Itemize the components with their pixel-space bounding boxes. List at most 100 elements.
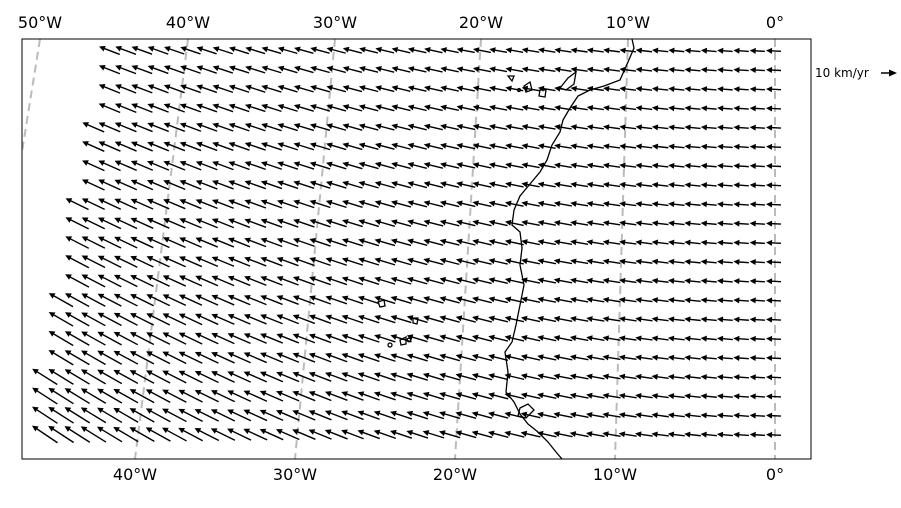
arrow-shaft: [180, 352, 203, 364]
arrow-head: [700, 124, 708, 131]
arrow-head: [48, 387, 56, 394]
arrow-shaft: [50, 369, 74, 385]
arrow-head: [538, 66, 545, 73]
arrow-head: [471, 334, 479, 341]
arrow-head: [635, 85, 642, 92]
arrow-shaft: [409, 373, 428, 381]
arrow-shaft: [132, 275, 154, 288]
arrow-head: [227, 352, 235, 358]
arrow-shaft: [181, 238, 202, 248]
arrow-head: [602, 162, 610, 169]
arrow-head: [325, 199, 333, 206]
arrow-head: [406, 372, 414, 379]
arrow-head: [667, 297, 675, 304]
arrow-shaft: [344, 335, 364, 343]
arrow-head: [162, 313, 170, 319]
arrow-head: [244, 275, 251, 282]
arrow-head: [97, 255, 105, 262]
arrow-head: [423, 334, 430, 341]
arrow-shaft: [360, 373, 380, 382]
arrow-shaft: [247, 200, 267, 209]
arrow-head: [326, 85, 333, 91]
arrow-head: [553, 258, 561, 265]
arrow-head: [668, 277, 675, 284]
arrow-shaft: [117, 85, 137, 94]
arrow-head: [668, 143, 675, 150]
arrow-head: [472, 219, 479, 226]
arrow-head: [48, 425, 55, 432]
arrow-head: [261, 46, 269, 53]
arrow-head: [261, 103, 268, 110]
arrow-head: [586, 143, 594, 150]
arrow-shaft: [392, 392, 412, 401]
arrow-head: [749, 220, 756, 227]
arrow-head: [619, 297, 626, 303]
arrow-head: [456, 47, 464, 54]
arrow-shaft: [196, 409, 220, 422]
arrow-head: [504, 315, 512, 322]
arrow-shaft: [198, 85, 218, 94]
arrow-shaft: [132, 351, 155, 365]
arrow-head: [390, 276, 398, 283]
arrow-head: [97, 236, 105, 243]
arrow-head: [553, 354, 561, 361]
arrow-head: [48, 406, 55, 413]
arrow-head: [667, 431, 675, 438]
arrow-shaft: [377, 220, 396, 227]
arrow-head: [766, 355, 773, 362]
arrow-head: [260, 180, 268, 187]
meridian: [614, 39, 629, 459]
arrow-head: [472, 181, 480, 188]
arrow-head: [358, 200, 366, 206]
arrow-shaft: [148, 352, 171, 365]
arrow-shaft: [230, 238, 251, 248]
arrow-head: [325, 276, 333, 283]
arrow-shaft: [213, 410, 236, 422]
arrow-head: [342, 161, 349, 168]
arrow-shaft: [117, 142, 137, 152]
arrow-head: [212, 103, 220, 110]
arrow-head: [48, 368, 56, 375]
arrow-head: [537, 315, 544, 322]
arrow-head: [570, 277, 577, 284]
arrow-shaft: [263, 124, 282, 132]
arrow-shaft: [262, 410, 284, 422]
arrow-shaft: [149, 180, 170, 191]
arrow-head: [520, 373, 528, 380]
arrow-head: [717, 162, 724, 169]
arrow-shaft: [214, 143, 234, 151]
arrow-head: [749, 201, 756, 208]
arrow-shaft: [116, 313, 138, 326]
arrow-head: [717, 86, 724, 93]
arrow-shaft: [82, 427, 107, 443]
arrow-head: [439, 334, 446, 341]
arrow-head: [194, 428, 202, 434]
arrow-head: [195, 141, 203, 148]
arrow-head: [357, 314, 365, 321]
arrow-head: [472, 238, 479, 245]
arrow-head: [505, 104, 512, 111]
arrow-shaft: [134, 47, 153, 55]
arrow-shaft: [344, 220, 363, 228]
arrow-shaft: [328, 258, 347, 266]
arrow-head: [64, 312, 72, 318]
arrow-head: [488, 258, 496, 264]
arrow-head: [472, 66, 480, 73]
arrow-shaft: [101, 123, 121, 133]
arrow-shaft: [197, 390, 219, 403]
arrow-shaft: [229, 353, 251, 364]
arrow-head: [439, 257, 447, 264]
arrow-shaft: [100, 199, 122, 210]
arrow-shaft: [344, 201, 363, 208]
arrow-head: [766, 393, 773, 400]
arrow-head: [537, 277, 544, 284]
arrow-head: [129, 389, 137, 395]
arrow-head: [537, 239, 545, 246]
arrow-head: [749, 259, 756, 266]
arrow-head: [749, 163, 756, 170]
arrow-head: [341, 372, 349, 378]
arrow-head: [293, 180, 301, 187]
arrow-head: [374, 238, 382, 245]
arrow-head: [276, 314, 284, 320]
arrow-head: [342, 219, 349, 225]
